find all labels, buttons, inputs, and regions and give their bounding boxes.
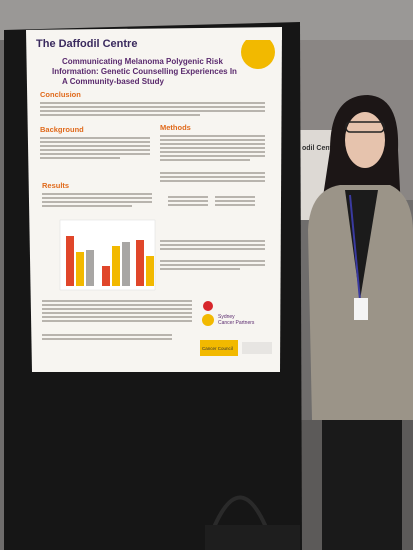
text-block [42,172,265,340]
poster-brand: The Daffodil Centre [36,38,137,50]
section-heading: Background [40,125,84,134]
person [308,95,413,550]
bag [205,525,300,550]
poster-chart [59,219,156,291]
bag-strap [213,495,267,550]
poster-title: Information: Genetic Counselling Experie… [52,67,237,76]
text-block [40,135,265,161]
poster-title: A Community-based Study [62,77,164,86]
logo-text: Cancer Council [202,346,233,351]
section-heading: Results [42,181,69,190]
text-block [40,102,265,116]
logo-text: Cancer Partners [218,320,255,326]
logo [242,342,272,354]
logo-text: Sydney [218,314,235,320]
logo [203,301,213,311]
logo [200,340,238,356]
section-heading: Conclusion [40,90,81,99]
poster-edge [240,28,282,40]
logo-circle [241,35,275,69]
poster-title: Communicating Melanoma Polygenic Risk [62,57,223,66]
background-poster-text: odil Centre [302,145,339,152]
logo [202,314,214,326]
section-heading: Methods [160,123,191,132]
